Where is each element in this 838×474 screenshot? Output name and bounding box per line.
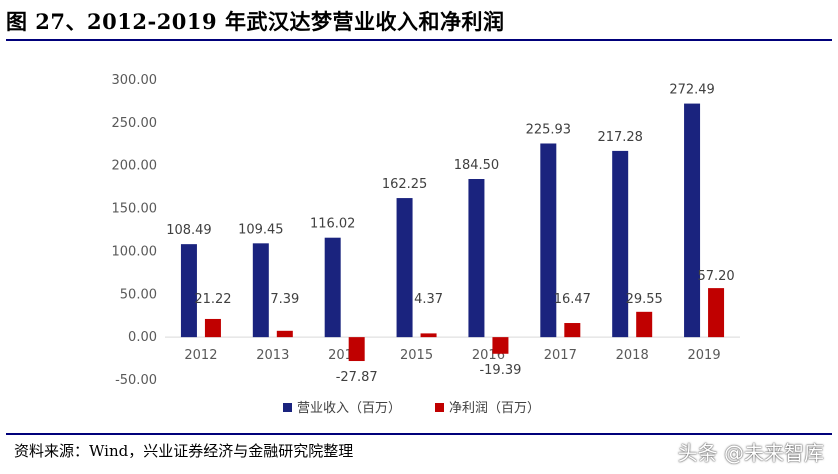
profit-data-label: 57.20 <box>697 269 734 284</box>
data-labels: 108.49 109.45 116.02 162.25 184.50 225.93 217.… <box>166 83 734 385</box>
profit-bar <box>564 323 581 338</box>
revenue-data-label: 162.25 <box>382 177 428 192</box>
y-tick-label: 0.00 <box>128 330 157 345</box>
profit-bar <box>276 330 293 338</box>
profit-bar <box>636 311 653 338</box>
x-tick-label: 2018 <box>616 348 649 363</box>
y-axis: -50.00 0.00 50.00 100.00 150.00 200.00 250.00 3… <box>112 73 158 388</box>
profit-bar <box>348 337 365 362</box>
legend-swatch-profit <box>435 403 444 412</box>
title-divider <box>6 39 832 41</box>
profit-data-label: 4.37 <box>414 292 443 307</box>
watermark: 头条 @未来智库 <box>677 441 824 465</box>
revenue-data-label: 184.50 <box>454 158 500 173</box>
revenue-bar <box>180 244 197 338</box>
y-tick-label: 300.00 <box>112 73 158 88</box>
revenue-bar <box>612 150 629 338</box>
revenue-bar <box>468 179 485 338</box>
profit-data-label: 7.39 <box>270 292 299 307</box>
revenue-data-label: 272.49 <box>669 83 715 98</box>
profit-data-label: 16.47 <box>554 292 591 307</box>
revenue-bar <box>540 143 557 338</box>
revenue-bar <box>252 243 269 338</box>
x-tick-label: 2013 <box>256 348 289 363</box>
profit-data-label: -19.39 <box>479 363 521 378</box>
revenue-bar <box>684 103 701 338</box>
x-tick-label: 2012 <box>184 348 217 363</box>
y-tick-label: 50.00 <box>120 287 157 302</box>
revenue-data-label: 109.45 <box>238 222 284 237</box>
y-tick-label: 100.00 <box>112 244 158 259</box>
revenue-bar <box>324 237 341 338</box>
y-tick-label: 250.00 <box>112 116 158 131</box>
profit-bar <box>492 337 509 354</box>
footer-divider <box>6 433 832 435</box>
y-tick-label: 200.00 <box>112 159 158 174</box>
legend: 营业收入（百万） 净利润（百万） <box>283 401 540 416</box>
revenue-data-label: 225.93 <box>526 122 572 137</box>
bars <box>180 103 725 362</box>
revenue-bar <box>396 198 413 338</box>
profit-bar <box>708 288 725 338</box>
x-tick-label: 2019 <box>688 348 721 363</box>
legend-swatch-revenue <box>283 403 292 412</box>
profit-bar <box>420 333 437 338</box>
legend-label-revenue: 营业收入（百万） <box>297 401 401 416</box>
x-tick-label: 2017 <box>544 348 577 363</box>
x-axis: 2012 2013 2014 2015 2016 2017 2018 2019 <box>165 336 740 363</box>
revenue-data-label: 217.28 <box>597 130 643 145</box>
profit-bar <box>204 318 221 338</box>
profit-data-label: 29.55 <box>626 292 663 307</box>
chart: -50.00 0.00 50.00 100.00 150.00 200.00 250.00 3… <box>112 73 740 416</box>
profit-data-label: 21.22 <box>194 292 231 307</box>
chart-title: 图 27、2012-2019 年武汉达梦营业收入和净利润 <box>6 9 505 34</box>
y-tick-label: 150.00 <box>112 202 158 217</box>
legend-label-profit: 净利润（百万） <box>449 401 540 416</box>
source-note: 资料来源：Wind，兴业证券经济与金融研究院整理 <box>14 442 354 460</box>
revenue-data-label: 116.02 <box>310 217 356 232</box>
x-tick-label: 2015 <box>400 348 433 363</box>
revenue-data-label: 108.49 <box>166 223 212 238</box>
profit-data-label: -27.87 <box>336 370 378 385</box>
y-tick-label: -50.00 <box>115 373 157 388</box>
